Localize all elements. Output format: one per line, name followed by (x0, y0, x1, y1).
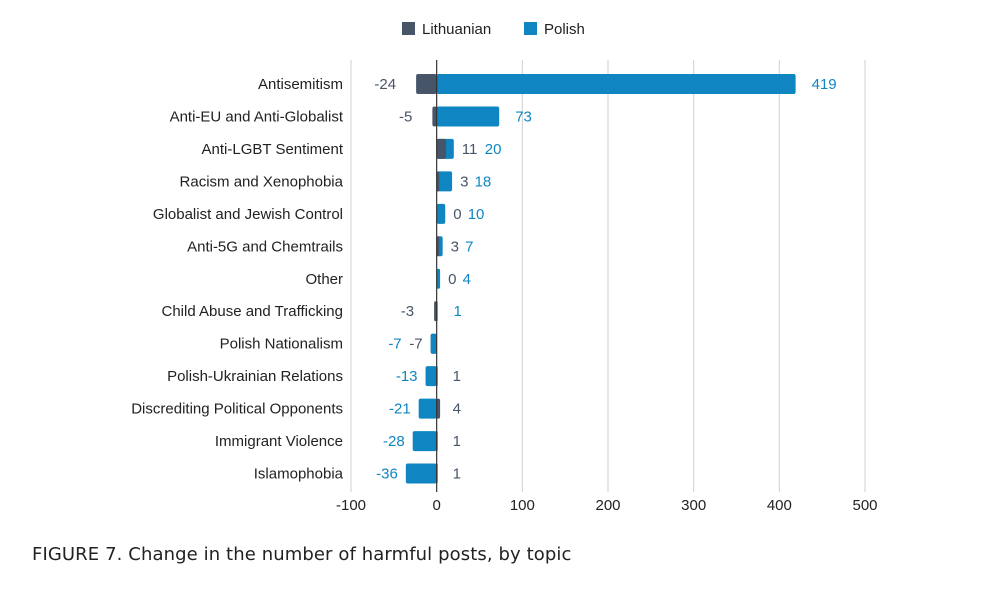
legend-swatch-lithuanian (402, 22, 415, 35)
category-label: Discrediting Political Opponents (131, 401, 343, 418)
bar-polish (436, 74, 796, 94)
bar-polish (430, 333, 437, 354)
category-label: Anti-LGBT Sentiment (202, 141, 344, 158)
x-tick-label: 300 (681, 497, 706, 514)
data-label-lithuanian: -7 (409, 336, 422, 353)
category-label: Polish Nationalism (220, 336, 343, 353)
category-labels: Antisemitism Anti-EU and Anti-Globalist An… (131, 76, 344, 483)
data-label-lithuanian: -3 (401, 303, 414, 320)
category-label: Racism and Xenophobia (180, 173, 344, 190)
x-tick-label: 400 (767, 497, 792, 514)
data-label-lithuanian: 3 (451, 238, 459, 255)
data-label-polish: -7 (388, 336, 401, 353)
data-label-polish: 10 (468, 206, 485, 223)
legend-label-lithuanian: Lithuanian (422, 21, 491, 38)
data-label-lithuanian: 1 (453, 368, 461, 385)
data-label-polish: 18 (475, 173, 492, 190)
bar-lithuanian (436, 138, 447, 159)
x-tick-label: 500 (852, 497, 877, 514)
data-label-lithuanian: 3 (460, 173, 468, 190)
data-label-lithuanian: 1 (453, 466, 461, 483)
bar-polish (436, 203, 446, 224)
data-label-polish: -21 (389, 401, 411, 418)
legend-swatch-polish (524, 22, 537, 35)
category-label: Anti-5G and Chemtrails (187, 238, 343, 255)
x-tick-label: -100 (336, 497, 366, 514)
x-axis-ticks: -100 0 100 200 300 400 500 (336, 497, 878, 514)
data-label-lithuanian: 1 (453, 433, 461, 450)
category-label: Immigrant Violence (215, 433, 343, 450)
data-label-polish: 73 (515, 108, 532, 125)
bar-lithuanian (436, 171, 440, 192)
bar-lithuanian (432, 106, 437, 127)
data-label-lithuanian: 11 (462, 141, 478, 158)
gridlines (350, 60, 866, 492)
bar-polish (405, 463, 437, 484)
data-label-polish: 419 (812, 76, 837, 93)
bar-polish (412, 431, 437, 452)
data-label-polish: 7 (465, 238, 473, 255)
bar-lithuanian (416, 74, 437, 94)
bar-polish (436, 106, 500, 127)
bar-lithuanian (436, 398, 441, 419)
data-label-polish: -36 (376, 466, 398, 483)
bar-polish (436, 268, 441, 289)
data-label-lithuanian: 4 (453, 401, 461, 418)
figure-caption: FIGURE 7. Change in the number of harmfu… (32, 544, 572, 565)
category-label: Anti-EU and Anti-Globalist (170, 108, 344, 125)
category-label: Antisemitism (258, 76, 343, 93)
bars (405, 74, 796, 484)
data-label-lithuanian: -24 (374, 76, 396, 93)
legend-label-polish: Polish (544, 21, 585, 38)
bar-polish (425, 366, 437, 387)
data-label-polish: -28 (383, 433, 405, 450)
x-tick-label: 200 (595, 497, 620, 514)
bar-lithuanian (436, 236, 440, 257)
category-label: Child Abuse and Trafficking (161, 303, 343, 320)
x-tick-label: 100 (510, 497, 535, 514)
category-label: Islamophobia (254, 466, 344, 483)
legend: Lithuanian Polish (402, 21, 585, 38)
data-label-polish: 4 (463, 271, 471, 288)
data-label-polish: -13 (396, 368, 418, 385)
category-label: Other (305, 271, 343, 288)
category-label: Globalist and Jewish Control (153, 206, 343, 223)
bar-polish (418, 398, 437, 419)
bar-polish (436, 171, 453, 192)
data-label-lithuanian: 0 (448, 271, 456, 288)
data-label-polish: 20 (485, 141, 502, 158)
data-label-lithuanian: -5 (399, 108, 412, 125)
bar-lithuanian (434, 301, 437, 322)
category-label: Polish-Ukrainian Relations (167, 368, 343, 385)
data-label-lithuanian: 0 (453, 206, 461, 223)
data-label-polish: 1 (454, 303, 462, 320)
x-tick-label: 0 (432, 497, 440, 514)
